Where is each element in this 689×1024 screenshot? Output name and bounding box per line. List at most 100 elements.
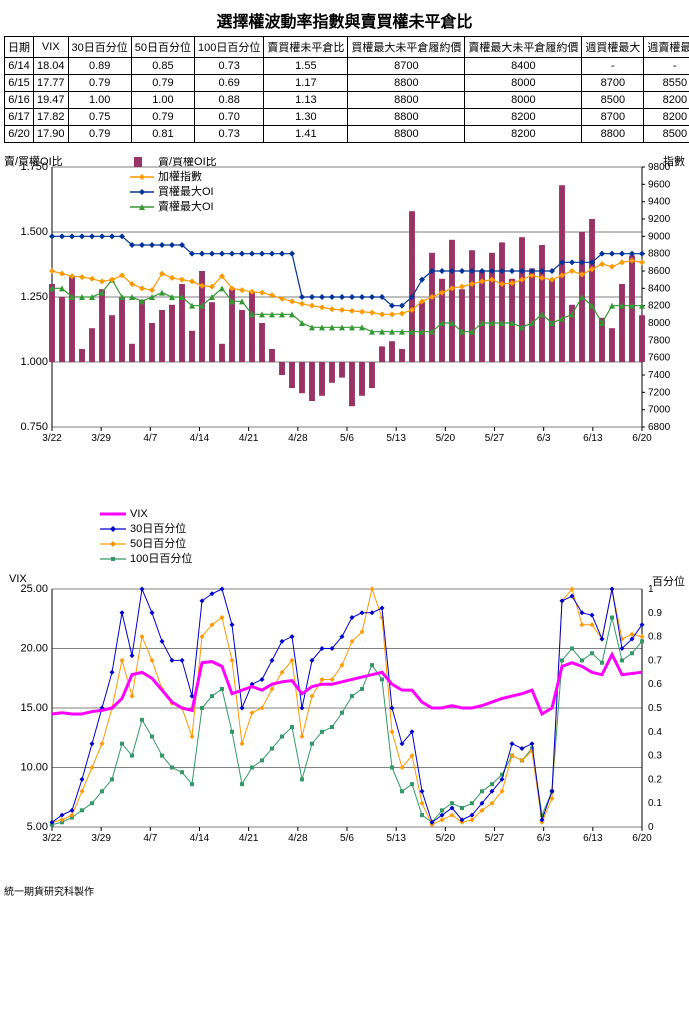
cell: 8800 [348, 109, 465, 126]
cell: 18.04 [34, 58, 69, 75]
cell: 1.30 [264, 109, 348, 126]
cell: 1.13 [264, 92, 348, 109]
svg-text:7800: 7800 [648, 335, 671, 346]
svg-text:9000: 9000 [648, 231, 671, 242]
svg-text:4/28: 4/28 [288, 833, 308, 844]
cell: 17.82 [34, 109, 69, 126]
svg-text:6/20: 6/20 [632, 433, 652, 444]
svg-text:賣/買權OI比: 賣/買權OI比 [158, 157, 217, 168]
col-header: 週買權最大 [582, 37, 644, 58]
svg-text:8800: 8800 [648, 249, 671, 260]
svg-text:1.500: 1.500 [20, 226, 48, 238]
svg-text:30日百分位: 30日百分位 [130, 521, 186, 535]
cell: 1.00 [131, 92, 194, 109]
svg-text:5/27: 5/27 [485, 433, 505, 444]
page-title: 選擇權波動率指數與賣買權未平倉比 [4, 4, 685, 36]
svg-text:1.250: 1.250 [20, 291, 48, 303]
svg-text:0.8: 0.8 [648, 632, 662, 643]
svg-text:0.5: 0.5 [648, 703, 662, 714]
cell: 8200 [644, 92, 689, 109]
cell: 0.79 [131, 109, 194, 126]
cell: 8400 [465, 58, 582, 75]
cell: 8800 [348, 92, 465, 109]
cell: 0.73 [195, 58, 264, 75]
svg-text:8200: 8200 [648, 301, 671, 312]
cell: 6/16 [5, 92, 34, 109]
svg-text:7600: 7600 [648, 353, 671, 364]
cell: 0.79 [68, 126, 131, 143]
chart1-y2-label: 指數 [663, 153, 685, 169]
svg-text:50日百分位: 50日百分位 [130, 536, 186, 550]
chart1-container: 賣/買權OI比 指數 0.7501.0001.2501.5001.7506800… [4, 157, 685, 467]
svg-text:100日百分位: 100日百分位 [130, 551, 192, 565]
svg-text:4/14: 4/14 [190, 433, 210, 444]
cell: 8800 [348, 75, 465, 92]
cell: 17.77 [34, 75, 69, 92]
svg-text:0.4: 0.4 [648, 727, 662, 738]
col-header: 日期 [5, 37, 34, 58]
svg-text:0: 0 [648, 822, 654, 833]
cell: 8500 [644, 126, 689, 143]
cell: 0.89 [68, 58, 131, 75]
svg-text:3/22: 3/22 [42, 833, 62, 844]
svg-text:0.7: 0.7 [648, 655, 662, 666]
cell: 6/17 [5, 109, 34, 126]
col-header: 100日百分位 [195, 37, 264, 58]
cell: 0.81 [131, 126, 194, 143]
chart2-y1-label: VIX [9, 573, 27, 585]
svg-text:3/22: 3/22 [42, 433, 62, 444]
cell: 0.75 [68, 109, 131, 126]
cell: 1.00 [68, 92, 131, 109]
cell: 8800 [582, 126, 644, 143]
svg-text:5/20: 5/20 [436, 433, 456, 444]
col-header: 30日百分位 [68, 37, 131, 58]
cell: 8000 [465, 92, 582, 109]
svg-text:加權指數: 加權指數 [158, 169, 202, 183]
cell: 8800 [348, 126, 465, 143]
svg-text:5/6: 5/6 [340, 833, 354, 844]
cell: 0.70 [195, 109, 264, 126]
cell: - [644, 58, 689, 75]
col-header: 賣買權未平倉比 [264, 37, 348, 58]
chart2-container: VIX 百分位 5.0010.0015.0020.0025.0000.10.20… [4, 507, 685, 877]
col-header: 週賣權最大 [644, 37, 689, 58]
svg-text:20.00: 20.00 [20, 643, 48, 655]
svg-text:5.00: 5.00 [27, 821, 48, 833]
cell: 8700 [348, 58, 465, 75]
svg-text:6/13: 6/13 [583, 433, 603, 444]
cell: 0.85 [131, 58, 194, 75]
col-header: 賣權最大未平倉履約價 [465, 37, 582, 58]
svg-text:10.00: 10.00 [20, 762, 48, 774]
chart1-y1-label: 賣/買權OI比 [4, 153, 63, 169]
svg-text:5/20: 5/20 [436, 833, 456, 844]
cell: 6/20 [5, 126, 34, 143]
svg-text:3/29: 3/29 [91, 433, 111, 444]
svg-text:7000: 7000 [648, 405, 671, 416]
chart2-svg: 5.0010.0015.0020.0025.0000.10.20.30.40.5… [4, 507, 685, 877]
cell: 17.90 [34, 126, 69, 143]
cell: 8200 [465, 109, 582, 126]
svg-text:0.9: 0.9 [648, 608, 662, 619]
svg-text:8400: 8400 [648, 283, 671, 294]
cell: 0.88 [195, 92, 264, 109]
svg-text:5/6: 5/6 [340, 433, 354, 444]
cell: 8700 [582, 109, 644, 126]
svg-text:0.750: 0.750 [20, 421, 48, 433]
svg-text:6800: 6800 [648, 422, 671, 433]
col-header: 50日百分位 [131, 37, 194, 58]
cell: 0.73 [195, 126, 264, 143]
svg-text:9400: 9400 [648, 197, 671, 208]
svg-text:5/13: 5/13 [386, 433, 406, 444]
cell: 1.55 [264, 58, 348, 75]
svg-text:4/7: 4/7 [143, 833, 157, 844]
svg-text:0.3: 0.3 [648, 751, 662, 762]
svg-text:5/27: 5/27 [485, 833, 505, 844]
col-header: VIX [34, 37, 69, 58]
cell: 8550 [644, 75, 689, 92]
svg-text:買權最大OI: 買權最大OI [158, 184, 214, 198]
svg-text:VIX: VIX [130, 508, 148, 520]
svg-text:15.00: 15.00 [20, 702, 48, 714]
cell: 8200 [644, 109, 689, 126]
chart2-y2-label: 百分位 [652, 573, 685, 589]
cell: 1.17 [264, 75, 348, 92]
